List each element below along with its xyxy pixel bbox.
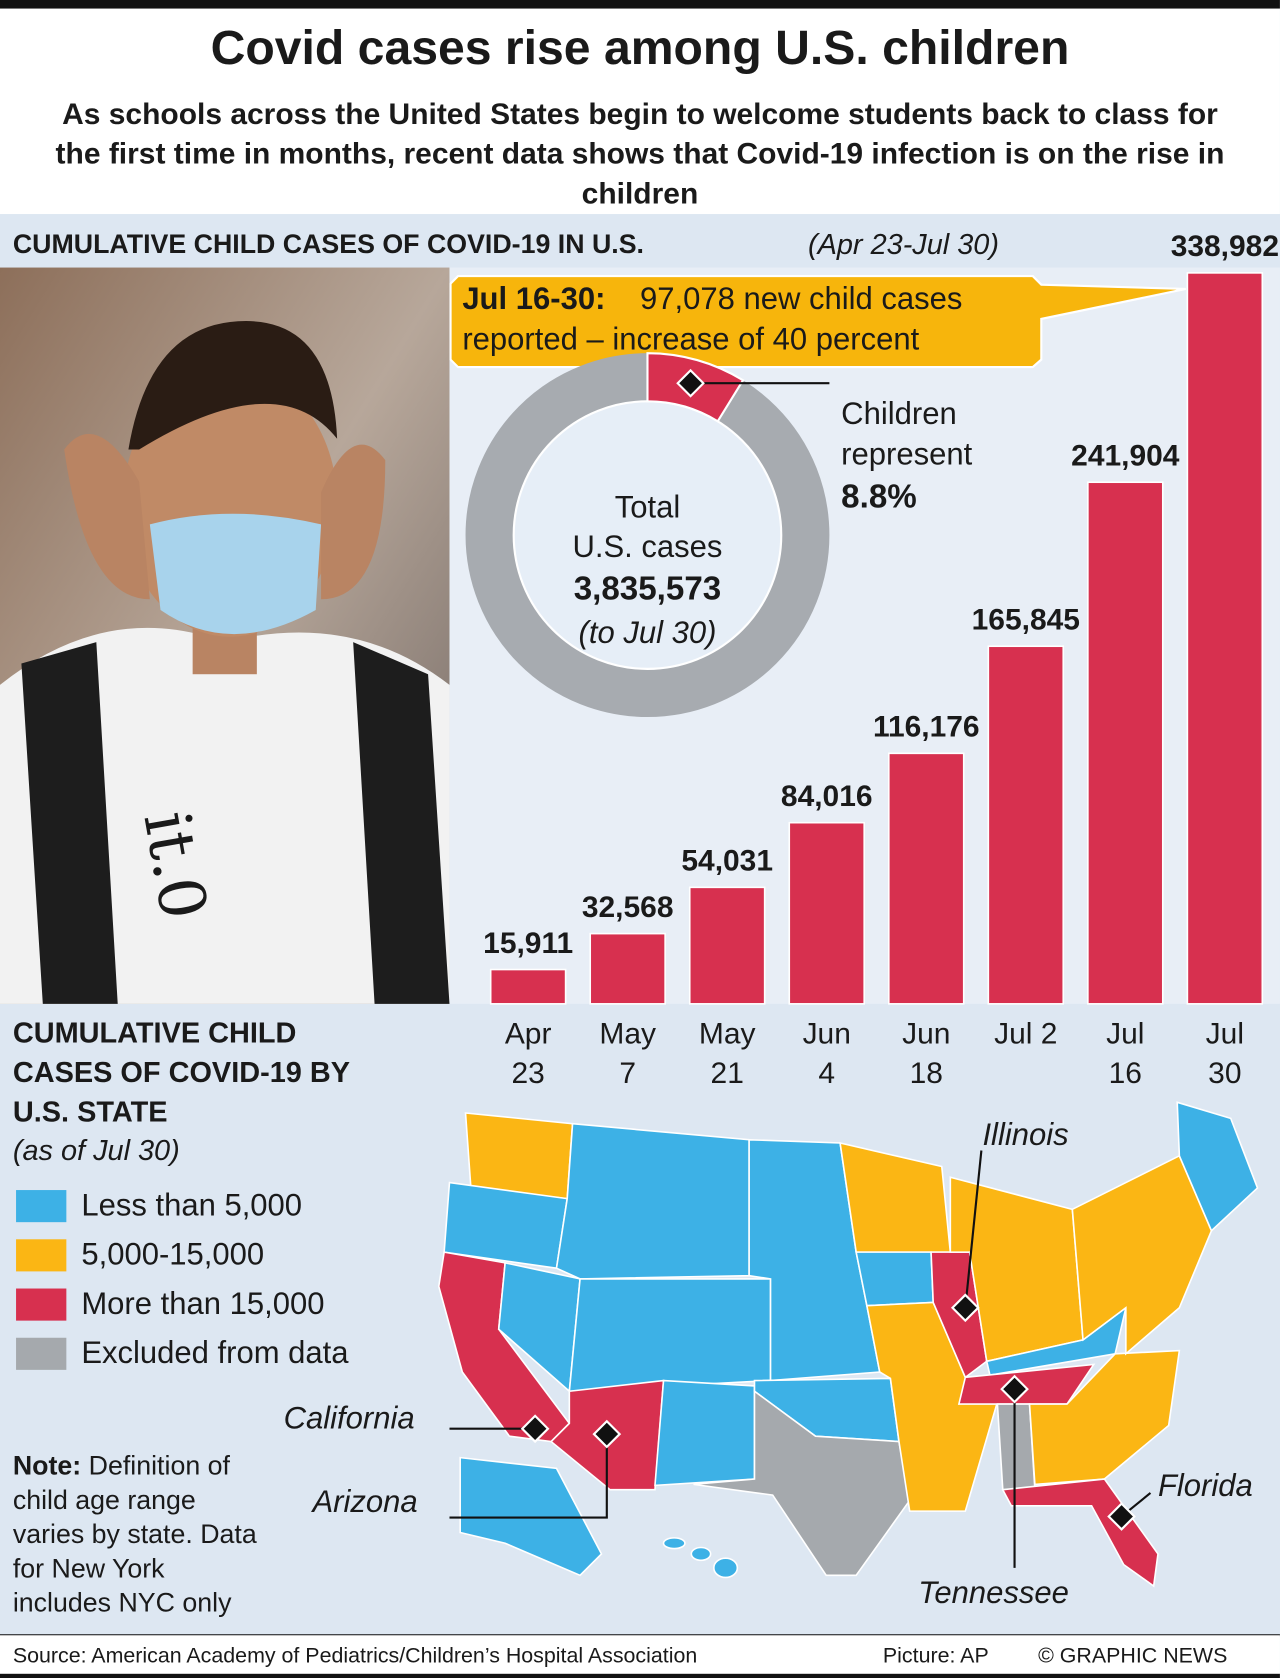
state [1028,1349,1181,1486]
x-tick-label: Jun 4 [802,1016,851,1090]
x-tick-label: Apr 23 [504,1016,552,1090]
state [839,1141,952,1253]
state [464,1112,574,1200]
subtitle: As schools across the United States begi… [55,97,1225,210]
state [555,1122,750,1280]
state [690,1546,712,1562]
map [437,1101,1259,1588]
legend-label: 5,000-15,000 [81,1237,264,1272]
state [985,1305,1128,1377]
state [1071,1154,1213,1356]
state-label: Tennessee [918,1575,1069,1610]
legend-label: Excluded from data [81,1335,349,1370]
source: Source: American Academy of Pediatrics/C… [13,1643,697,1667]
x-tick-label: May 7 [599,1016,656,1090]
value-label: 54,031 [681,845,773,878]
svg-text:it.0: it.0 [129,806,222,925]
legend-label: Less than 5,000 [81,1187,302,1222]
note: Note: Definition of child age range vari… [13,1449,270,1620]
bar [589,932,666,1005]
bar [887,752,965,1005]
donut-center-text: U.S. cases [572,529,722,564]
value-label: 338,982 [1171,230,1279,263]
note-text: Definition of child age range varies by … [12,1451,257,1619]
pointer-marker [676,368,705,398]
bar [1186,272,1264,1005]
bar [489,968,567,1005]
bottom-bar [0,1673,1280,1678]
map-markers [520,1293,1136,1531]
state [996,1403,1036,1491]
bar [688,886,766,1005]
note-label: Note: [12,1451,82,1482]
chart-subtitle: (Apr 23-Jul 30) [808,229,999,261]
map-title: CUMULATIVE CHILD CASES OF COVID-19 BY U.… [12,1016,350,1128]
section-band [0,219,1280,268]
x-tick-label: Jul 2 [994,1016,1058,1050]
top-bar [0,0,1280,9]
state [662,1537,686,1550]
state [1001,1478,1159,1588]
title: Covid cases rise among U.S. children [211,21,1070,75]
x-tick-label: Jul 16 [1106,1016,1145,1090]
state [855,1251,935,1307]
legend-swatch [16,1190,67,1223]
state [713,1557,739,1579]
donut-value-label: 8.8% [841,478,917,515]
state [654,1379,756,1487]
annotation-text: reported – increase of 40 percent [462,322,919,357]
state-label: Illinois [982,1117,1068,1152]
credit: © GRAPHIC NEWS [1038,1643,1227,1667]
state [693,1389,911,1577]
legend-swatch [16,1337,67,1370]
bar [1087,481,1164,1005]
picture-credit: Picture: AP [883,1643,989,1667]
value-label: 15,911 [483,927,573,960]
state-label: Florida [1158,1468,1253,1503]
chart-title: CUMULATIVE CHILD CASES OF COVID-19 IN U.… [13,229,644,259]
annotation-text: 97,078 new child cases [640,281,962,316]
donut-center-text: 3,835,573 [574,571,722,608]
bar [987,645,1065,1005]
x-tick-label: May 21 [698,1016,756,1090]
value-label: 84,016 [781,780,873,813]
footer-bg [0,1635,1280,1678]
state [568,1278,772,1393]
donut-label: Children represent [841,397,973,472]
legend-label: More than 15,000 [81,1286,324,1321]
state-label: Arizona [310,1484,417,1519]
annotation-label: Jul 16-30: [462,281,605,316]
header-bg [0,0,1280,215]
donut-center-text: Total [615,490,681,525]
x-tick-label: Jul 30 [1205,1016,1244,1090]
callout [449,275,1186,369]
photo: it.0 [0,267,450,1004]
state-label: California [284,1400,415,1435]
state [1176,1101,1259,1233]
value-label: 241,904 [1071,440,1180,473]
value-label: 165,845 [972,604,1080,637]
x-tick-label: Jun 18 [902,1016,951,1090]
value-label: 32,568 [582,891,674,924]
donut-center-text: (to Jul 30) [579,615,717,650]
legend-swatch [16,1288,67,1321]
bar [788,821,865,1005]
value-label: 116,176 [873,711,980,744]
map-subtitle: (as of Jul 30) [13,1135,180,1167]
legend-swatch [16,1239,67,1272]
